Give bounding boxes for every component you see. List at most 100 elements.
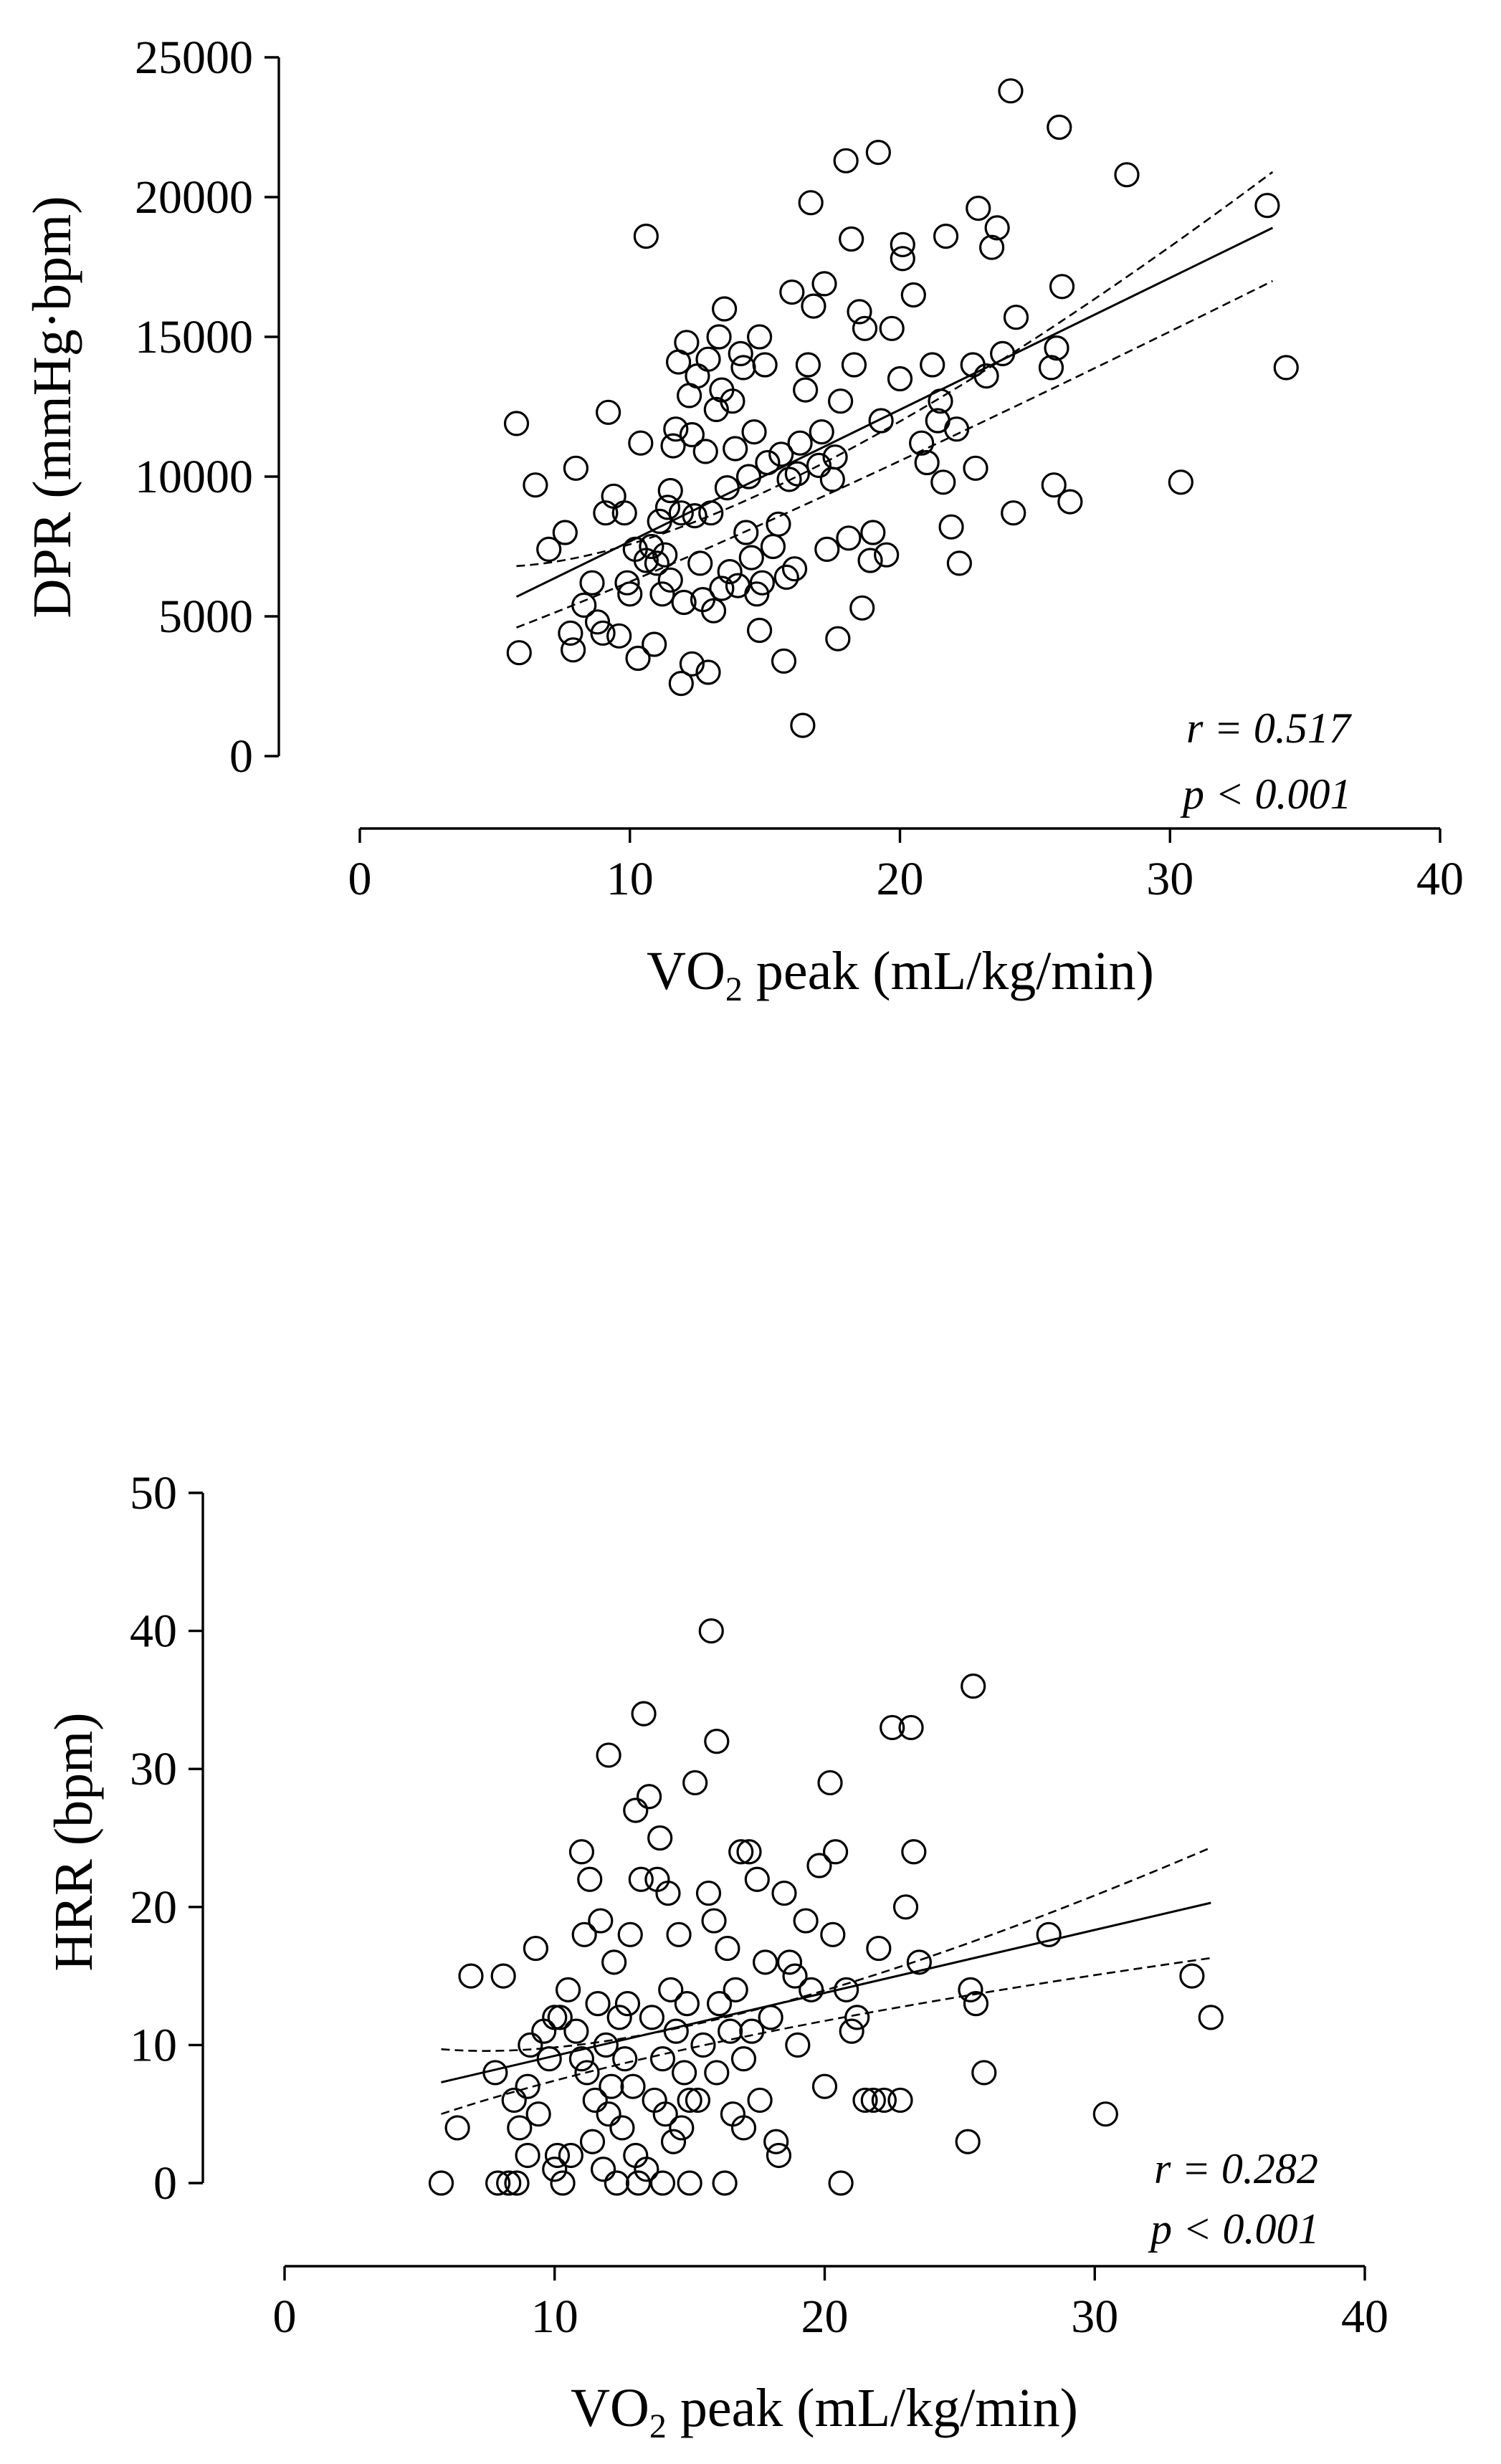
hrr-data-point <box>898 1714 924 1741</box>
dpr-x-title-main: VO <box>647 941 725 1001</box>
hrr-data-point <box>690 2032 716 2058</box>
hrr-data-point <box>563 2018 589 2044</box>
dpr-data-point <box>671 589 697 616</box>
dpr-data-point <box>644 550 670 576</box>
dpr-data-point <box>963 455 988 481</box>
dpr-data-point <box>692 439 718 464</box>
hrr-data-point <box>793 1908 819 1934</box>
dpr-data-point <box>930 469 956 495</box>
hrr-data-point <box>458 1963 484 1989</box>
dpr-data-point <box>1254 193 1280 219</box>
dpr-data-point <box>660 433 686 459</box>
dpr-data-point <box>1001 500 1026 526</box>
dpr-data-point <box>760 533 786 560</box>
dpr-x-axis-title: VO2 peak (mL/kg/min) <box>647 941 1154 1008</box>
hrr-data-point <box>799 1977 824 2002</box>
dpr-data-point <box>928 388 953 414</box>
dpr-data-points <box>503 78 1299 738</box>
dpr-x-ticks: 0 10 20 30 40 <box>348 829 1464 905</box>
hrr-data-point <box>871 2087 897 2114</box>
hrr-data-point <box>887 2087 913 2114</box>
hrr-data-point <box>730 2115 757 2141</box>
dpr-data-point <box>552 520 578 545</box>
dpr-data-point <box>687 550 713 576</box>
dpr-data-point <box>746 324 773 350</box>
hrr-data-point <box>536 2046 562 2072</box>
hrr-data-point <box>604 2170 630 2196</box>
dpr-data-point <box>933 224 959 249</box>
dpr-data-point <box>649 581 675 607</box>
dpr-data-point <box>973 363 999 389</box>
hrr-data-point <box>571 1921 597 1947</box>
dpr-data-point <box>1114 162 1140 188</box>
hrr-data-point <box>579 2129 606 2154</box>
dpr-data-point <box>733 520 759 545</box>
hrr-data-point <box>625 2170 652 2196</box>
hrr-data-point <box>701 1908 727 1934</box>
dpr-data-point <box>657 477 683 504</box>
dpr-data-point <box>709 576 735 601</box>
hrr-data-point <box>593 2032 619 2058</box>
hrr-data-point <box>1198 2005 1224 2030</box>
dpr-data-point <box>703 396 729 423</box>
dpr-data-point <box>900 282 926 308</box>
hrr-data-point <box>730 2046 757 2072</box>
hrr-data-point <box>963 1991 989 2017</box>
dpr-data-point <box>819 467 845 492</box>
hrr-data-point <box>612 2046 638 2072</box>
dpr-data-point <box>625 645 651 672</box>
hrr-data-point <box>955 2129 981 2154</box>
hrr-data-point <box>585 1991 611 2017</box>
dpr-data-point <box>657 567 683 593</box>
dpr-y-ticks: 0 5000 10000 15000 20000 25000 <box>135 32 279 783</box>
hrr-y-tick-label: 0 <box>153 2157 177 2210</box>
dpr-data-point <box>852 315 878 341</box>
dpr-data-point <box>700 598 727 624</box>
dpr-data-point <box>814 536 840 563</box>
hrr-data-point <box>515 2142 540 2169</box>
hrr-data-points <box>428 1618 1224 2196</box>
hrr-data-point <box>685 2087 711 2114</box>
dpr-data-point <box>938 514 964 540</box>
hrr-data-point <box>971 2060 997 2086</box>
dpr-data-point <box>695 659 721 685</box>
hrr-data-point <box>669 2115 695 2141</box>
hrr-data-point <box>504 2170 530 2196</box>
hrr-fit-line <box>441 1901 1211 2083</box>
dpr-data-point <box>1049 274 1075 300</box>
hrr-data-point <box>482 2060 508 2086</box>
dpr-data-point <box>890 231 915 257</box>
hrr-data-point <box>544 2142 571 2169</box>
hrr-data-point <box>766 2142 792 2169</box>
hrr-data-point <box>736 1839 762 1865</box>
hrr-data-point <box>718 2018 743 2044</box>
hrr-x-tick-label: 30 <box>1071 2291 1118 2343</box>
dpr-data-point <box>712 296 738 322</box>
hrr-data-point <box>542 2005 568 2030</box>
hrr-data-point <box>901 1839 927 1865</box>
hrr-data-point <box>674 1991 700 2017</box>
dpr-data-point <box>611 500 637 526</box>
hrr-data-point <box>704 2060 730 2086</box>
hrr-data-point <box>822 1839 849 1865</box>
hrr-data-point <box>652 2101 678 2127</box>
dpr-data-point <box>944 416 970 442</box>
dpr-data-point <box>639 533 664 560</box>
dpr-data-point <box>1273 355 1299 381</box>
hrr-data-point <box>558 2142 583 2169</box>
hrr-data-point <box>758 2005 783 2030</box>
dpr-data-point <box>841 352 867 378</box>
hrr-data-point <box>682 1770 708 1796</box>
dpr-data-point <box>682 502 707 529</box>
dpr-data-point <box>874 542 900 568</box>
dpr-data-point <box>828 388 854 414</box>
dpr-data-point <box>717 558 743 585</box>
hrr-data-point <box>628 1866 654 1892</box>
hrr-data-point <box>501 2087 527 2114</box>
hrr-data-point <box>704 1729 730 1754</box>
hrr-data-point <box>596 2101 621 2127</box>
dpr-fit-line <box>515 226 1274 598</box>
hrr-data-point <box>568 1839 595 1865</box>
dpr-x-tick-label: 20 <box>877 853 924 905</box>
dpr-data-point <box>720 388 745 414</box>
